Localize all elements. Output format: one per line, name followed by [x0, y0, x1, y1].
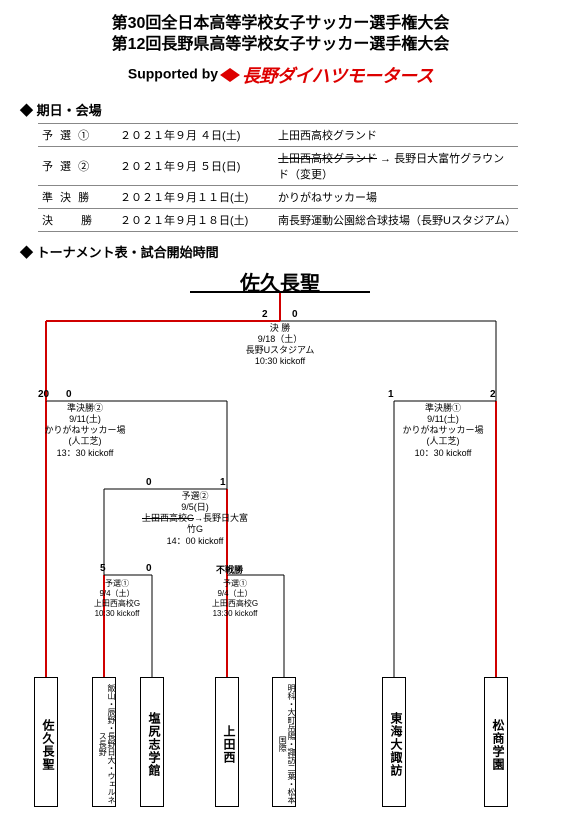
q1b-walkover: 不戦勝	[216, 563, 243, 576]
sf-left-score-r: 0	[66, 389, 72, 400]
schedule-row: 予 選 ②２０２１年９月 ５日(日)上田西高校グランド → 長野日大富竹グラウン…	[38, 146, 518, 185]
sf-right-match: 準決勝① 9/11(土) かりがねサッカー場 (人工芝) 10：30 kicko…	[388, 403, 498, 459]
team-box: 佐久長聖	[34, 677, 58, 807]
q1b-match: 予選① 9/4（土） 上田西高校G 13:30 kickoff	[190, 579, 280, 619]
sponsor-line: Supported by 長野ダイハツモータース	[20, 62, 541, 88]
team-box: 松商学園	[484, 677, 508, 807]
schedule-row: 予 選 ①２０２１年９月 ４日(土)上田西高校グランド	[38, 123, 518, 146]
q2-score-r: 1	[220, 477, 226, 488]
q2-match: 予選② 9/5(日) 上田西高校G→長野日大富竹G 14：00 kickoff	[140, 491, 250, 547]
daihatsu-icon	[220, 68, 240, 82]
schedule-row: 準 決 勝２０２１年９月１１日(土)かりがねサッカー場	[38, 185, 518, 208]
team-box: 飯山・辰野・長野日大・ウェルネス長野	[92, 677, 116, 807]
team-box: 塩尻志学館	[140, 677, 164, 807]
title-line1: 第30回全日本高等学校女子サッカー選手権大会	[20, 14, 541, 35]
q1a-score-r: 0	[146, 563, 152, 574]
sf-right-score-r: 2	[490, 389, 496, 400]
title-line2: 第12回長野県高等学校女子サッカー選手権大会	[20, 35, 541, 56]
sf-left-match: 準決勝② 9/11(土) かりがねサッカー場 (人工芝) 13：30 kicko…	[30, 403, 140, 459]
q1a-score-l: 5	[100, 563, 106, 574]
final-match: 決 勝 9/18（土） 長野Uスタジアム 10:30 kickoff	[225, 323, 335, 368]
schedule-header: ◆ 期日・会場	[20, 100, 541, 119]
final-score-l: 2	[262, 309, 268, 320]
sponsor-name: 長野ダイハツモータース	[242, 62, 433, 88]
q1a-match: 予選① 9/4（土） 上田西高校G 10:30 kickoff	[72, 579, 162, 619]
team-box: 明科・大町岳陽・諏訪二葉・松本国際	[272, 677, 296, 807]
sf-right-score-l: 1	[388, 389, 394, 400]
champion-underline	[190, 291, 370, 293]
bracket-header: ◆ トーナメント表・試合開始時間	[20, 242, 541, 261]
schedule-row: 決 勝２０２１年９月１８日(土)南長野運動公園総合球技場（長野Uスタジアム）	[38, 208, 518, 231]
team-box: 東海大諏訪	[382, 677, 406, 807]
final-score-r: 0	[292, 309, 298, 320]
schedule-table: 予 選 ①２０２１年９月 ４日(土)上田西高校グランド予 選 ②２０２１年９月 …	[38, 123, 518, 232]
supported-by-label: Supported by	[128, 65, 218, 81]
tournament-bracket: 佐久長聖 2 0 決 勝 9/18（土） 長野Uスタジアム 10:30 kick…	[20, 267, 540, 807]
sf-left-score-l: 20	[38, 389, 49, 400]
q2-score-l: 0	[146, 477, 152, 488]
team-box: 上田西	[215, 677, 239, 807]
